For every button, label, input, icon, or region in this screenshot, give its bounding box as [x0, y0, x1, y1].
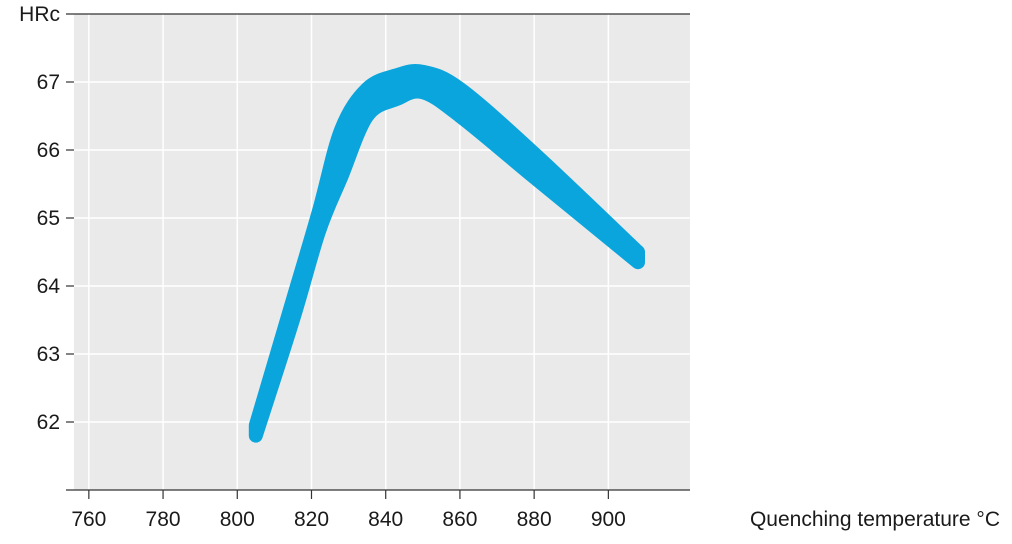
x-tick-label: 780: [146, 508, 181, 531]
y-tick-label: 66: [37, 139, 60, 162]
axes: [66, 13, 690, 499]
y-tick-label: 67: [37, 71, 60, 94]
tick-labels: 760 780 800 820 840 860 880 900 62 63 64 65 66 67: [37, 71, 626, 531]
x-tick-label: 900: [591, 508, 626, 531]
hardness-band: [248, 63, 645, 443]
x-tick-label: 760: [71, 508, 106, 531]
x-tick-label: 820: [294, 508, 329, 531]
y-tick-label: 64: [37, 275, 61, 298]
x-tick-label: 800: [220, 508, 255, 531]
y-tick-label: 63: [37, 343, 60, 366]
x-tick-label: 860: [442, 508, 477, 531]
y-tick-label: 62: [37, 411, 60, 434]
x-axis-title: Quenching temperature °C: [750, 508, 1000, 531]
x-tick-label: 840: [368, 508, 403, 531]
x-tick-label: 880: [517, 508, 552, 531]
y-axis-title: HRc: [19, 3, 60, 26]
y-tick-label: 65: [37, 207, 60, 230]
